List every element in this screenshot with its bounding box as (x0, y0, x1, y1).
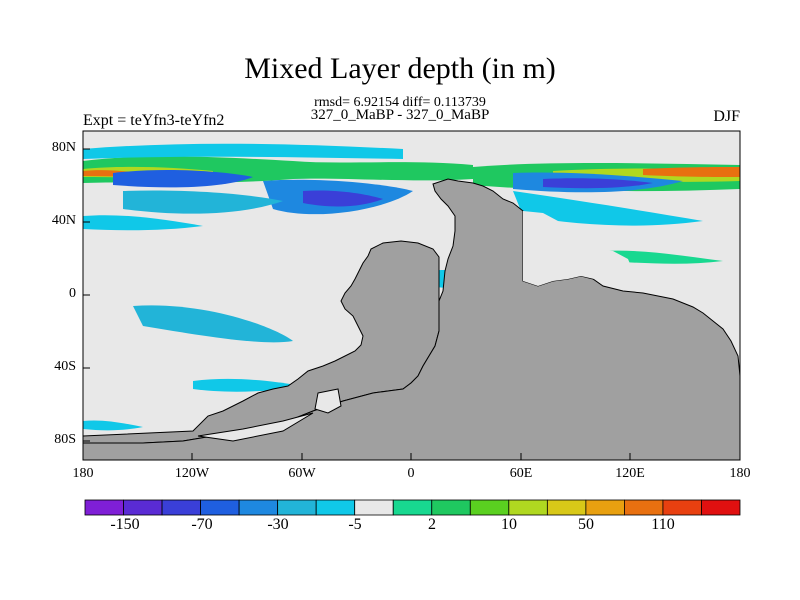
colorbar-swatch (238, 499, 279, 516)
lat-tick-label: 80N (51, 140, 76, 155)
colorbar-swatch (662, 499, 702, 516)
lon-tick-label: 60W (288, 466, 316, 481)
colorbar-swatch (624, 499, 664, 516)
colorbar-label: -5 (348, 516, 362, 533)
lon-tick-label: 60E (509, 466, 533, 481)
colorbar-swatch (354, 499, 394, 516)
colorbar-swatch (123, 499, 163, 516)
colorbar-label: -30 (267, 516, 289, 533)
colorbar-label: 10 (501, 516, 517, 533)
colorbar-swatch (84, 499, 124, 516)
colorbar (84, 499, 741, 516)
colorbar-swatch (546, 499, 587, 516)
colorbar-swatch (431, 499, 471, 516)
lat-tick-label: 40N (51, 213, 76, 228)
lat-tick-label: 80S (54, 432, 76, 447)
lat-ticks (83, 148, 90, 442)
south-asia (523, 211, 633, 286)
experiment-names: 327_0_MaBP - 327_0_MaBP (310, 107, 490, 123)
negative-anomalies (83, 143, 703, 431)
expt-label: Expt = teYfn3-teYfn2 (83, 112, 225, 129)
stats-subtitle: rmsd= 6.92154 diff= 0.113739 (314, 95, 486, 110)
lon-tick-label: 180 (72, 466, 94, 481)
colorbar-swatch (161, 499, 201, 516)
colorbar-swatch (585, 499, 625, 516)
colorbar-swatch (315, 499, 356, 516)
colorbar-swatch (469, 499, 510, 516)
map-panel (82, 130, 741, 461)
plot-title: Mixed Layer depth (in m) (244, 52, 556, 85)
lon-tick-label: 0 (407, 466, 415, 481)
colorbar-swatch (701, 499, 741, 516)
inland-seas (197, 388, 342, 442)
colorbar-swatch (508, 499, 548, 516)
lat-tick-label: 40S (54, 359, 76, 374)
colorbar-swatch (277, 499, 317, 516)
colorbar-label: -70 (191, 516, 213, 533)
lon-tick-label: 180 (729, 466, 751, 481)
lon-tick-label: 120W (174, 466, 210, 481)
lon-tick-label: 120E (615, 466, 645, 481)
colorbar-label: 50 (578, 516, 594, 533)
colorbar-label: -150 (110, 516, 140, 533)
colorbar-label: 110 (651, 516, 675, 533)
season-label: DJF (713, 108, 740, 125)
colorbar-swatch (392, 499, 433, 516)
lon-ticks (82, 453, 741, 460)
lat-tick-label: 0 (69, 286, 76, 301)
colorbar-label: 2 (428, 516, 436, 533)
colorbar-swatch (200, 499, 240, 516)
